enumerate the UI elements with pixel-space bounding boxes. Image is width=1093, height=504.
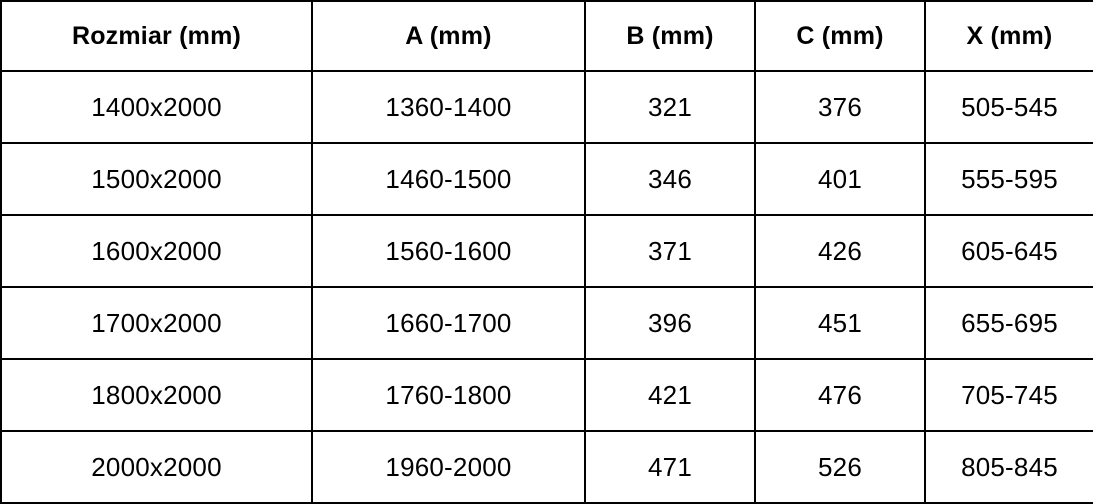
- column-header-size: Rozmiar (mm): [0, 0, 313, 72]
- table-row: 1800x2000 1760-1800 421 476 705-745: [0, 358, 1093, 432]
- column-header-a: A (mm): [311, 0, 586, 72]
- cell-b: 421: [584, 358, 756, 432]
- cell-a: 1660-1700: [311, 286, 586, 360]
- cell-size: 1400x2000: [0, 70, 313, 144]
- cell-c: 451: [754, 286, 926, 360]
- cell-c: 401: [754, 142, 926, 216]
- cell-c: 476: [754, 358, 926, 432]
- table-body: 1400x2000 1360-1400 321 376 505-545 1500…: [0, 70, 1093, 504]
- cell-size: 1800x2000: [0, 358, 313, 432]
- cell-x: 555-595: [924, 142, 1093, 216]
- table-row: 1400x2000 1360-1400 321 376 505-545: [0, 70, 1093, 144]
- column-header-c: C (mm): [754, 0, 926, 72]
- cell-c: 426: [754, 214, 926, 288]
- cell-a: 1760-1800: [311, 358, 586, 432]
- cell-a: 1360-1400: [311, 70, 586, 144]
- cell-x: 705-745: [924, 358, 1093, 432]
- cell-size: 1700x2000: [0, 286, 313, 360]
- cell-size: 1500x2000: [0, 142, 313, 216]
- table-row: 1600x2000 1560-1600 371 426 605-645: [0, 214, 1093, 288]
- cell-a: 1960-2000: [311, 430, 586, 504]
- table-header-row: Rozmiar (mm) A (mm) B (mm) C (mm) X (mm): [0, 0, 1093, 72]
- cell-a: 1460-1500: [311, 142, 586, 216]
- column-header-x: X (mm): [924, 0, 1093, 72]
- cell-b: 371: [584, 214, 756, 288]
- cell-b: 471: [584, 430, 756, 504]
- cell-x: 655-695: [924, 286, 1093, 360]
- cell-c: 526: [754, 430, 926, 504]
- cell-b: 346: [584, 142, 756, 216]
- table-row: 1700x2000 1660-1700 396 451 655-695: [0, 286, 1093, 360]
- cell-c: 376: [754, 70, 926, 144]
- table-header: Rozmiar (mm) A (mm) B (mm) C (mm) X (mm): [0, 0, 1093, 72]
- table-row: 2000x2000 1960-2000 471 526 805-845: [0, 430, 1093, 504]
- cell-size: 1600x2000: [0, 214, 313, 288]
- cell-b: 321: [584, 70, 756, 144]
- cell-size: 2000x2000: [0, 430, 313, 504]
- cell-x: 805-845: [924, 430, 1093, 504]
- cell-x: 605-645: [924, 214, 1093, 288]
- cell-a: 1560-1600: [311, 214, 586, 288]
- table-row: 1500x2000 1460-1500 346 401 555-595: [0, 142, 1093, 216]
- cell-b: 396: [584, 286, 756, 360]
- column-header-b: B (mm): [584, 0, 756, 72]
- cell-x: 505-545: [924, 70, 1093, 144]
